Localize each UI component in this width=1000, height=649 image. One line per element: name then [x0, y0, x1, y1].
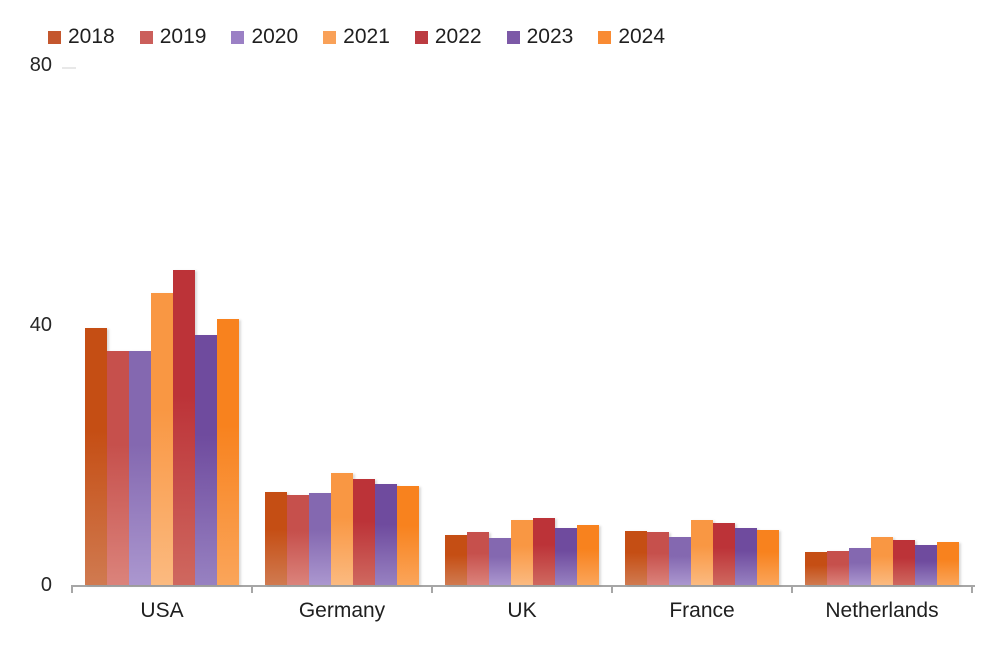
bar-uk-2019	[467, 531, 489, 585]
category-label-usa: USA	[140, 599, 184, 622]
y-axis-label-80: 80	[29, 54, 52, 76]
bar-germany-2023	[375, 484, 397, 585]
bar-france-2018	[625, 531, 647, 585]
bar-netherlands-2018	[805, 551, 827, 585]
x-axis-line	[71, 585, 975, 587]
bar-uk-2024	[577, 525, 599, 585]
legend-label: 2023	[526, 25, 574, 48]
legend-swatch-icon	[48, 31, 61, 44]
bar-netherlands-2019	[827, 551, 849, 585]
bar-usa-2022	[173, 269, 195, 585]
bar-usa-2021	[151, 292, 173, 585]
bar-france-2021	[691, 520, 713, 585]
y-axis-label-0: 0	[40, 574, 52, 596]
bar-germany-2022	[353, 479, 375, 585]
category-label-germany: Germany	[298, 599, 386, 622]
x-axis-tick	[71, 586, 73, 593]
bar-usa-2020	[129, 351, 151, 585]
bar-france-2022	[713, 523, 735, 585]
chart-legend: 2018 2019 2020 2021 2022 2023 2024	[48, 25, 665, 49]
x-axis-tick	[251, 586, 253, 593]
legend-item-2018: 2018	[48, 25, 115, 49]
bar-uk-2023	[555, 527, 577, 585]
category-label-netherlands: Netherlands	[825, 599, 939, 622]
legend-swatch-icon	[139, 31, 153, 44]
legend-item-2022: 2022	[414, 25, 482, 49]
legend-swatch-icon	[506, 31, 520, 44]
category-label-france: France	[669, 599, 735, 622]
x-axis-tick	[431, 586, 433, 593]
legend-swatch-icon	[598, 31, 612, 44]
legend-swatch-icon	[323, 31, 337, 44]
legend-item-2020: 2020	[231, 25, 298, 49]
legend-item-2024: 2024	[598, 25, 665, 49]
bar-netherlands-2024	[937, 542, 959, 585]
bar-germany-2024	[397, 486, 419, 585]
legend-label: 2022	[434, 25, 482, 48]
bar-netherlands-2020	[849, 547, 871, 585]
bar-usa-2023	[195, 334, 217, 585]
bar-france-2020	[669, 536, 691, 585]
bar-germany-2018	[265, 492, 287, 585]
bar-germany-2020	[309, 492, 331, 585]
category-label-uk: UK	[507, 599, 537, 622]
bar-uk-2022	[533, 518, 555, 585]
bar-uk-2020	[489, 538, 511, 585]
bar-france-2024	[757, 529, 779, 585]
x-axis-tick	[791, 586, 793, 593]
bar-france-2019	[647, 531, 669, 585]
legend-swatch-icon	[414, 31, 428, 44]
y-axis-label-40: 40	[29, 314, 52, 336]
legend-item-2023: 2023	[506, 25, 574, 49]
bar-usa-2019	[107, 351, 129, 585]
bar-germany-2019	[287, 495, 309, 585]
x-axis-tick	[611, 586, 613, 593]
legend-label: 2024	[618, 25, 666, 48]
bar-usa-2018	[85, 328, 107, 585]
legend-swatch-icon	[231, 31, 245, 44]
legend-label: 2020	[251, 25, 299, 48]
legend-item-2021: 2021	[323, 25, 390, 49]
legend-label: 2018	[68, 25, 115, 48]
bar-netherlands-2023	[915, 544, 937, 585]
bar-france-2023	[735, 527, 757, 585]
x-axis-tick	[971, 586, 973, 593]
legend-item-2019: 2019	[139, 25, 207, 49]
y-axis-tick-80	[62, 67, 76, 69]
legend-label: 2019	[159, 25, 207, 48]
bar-uk-2018	[445, 534, 467, 585]
legend-label: 2021	[343, 25, 390, 48]
bar-usa-2024	[217, 318, 239, 585]
bar-uk-2021	[511, 520, 533, 585]
bar-netherlands-2021	[871, 536, 893, 585]
bar-germany-2021	[331, 472, 353, 585]
bar-netherlands-2022	[893, 540, 915, 585]
